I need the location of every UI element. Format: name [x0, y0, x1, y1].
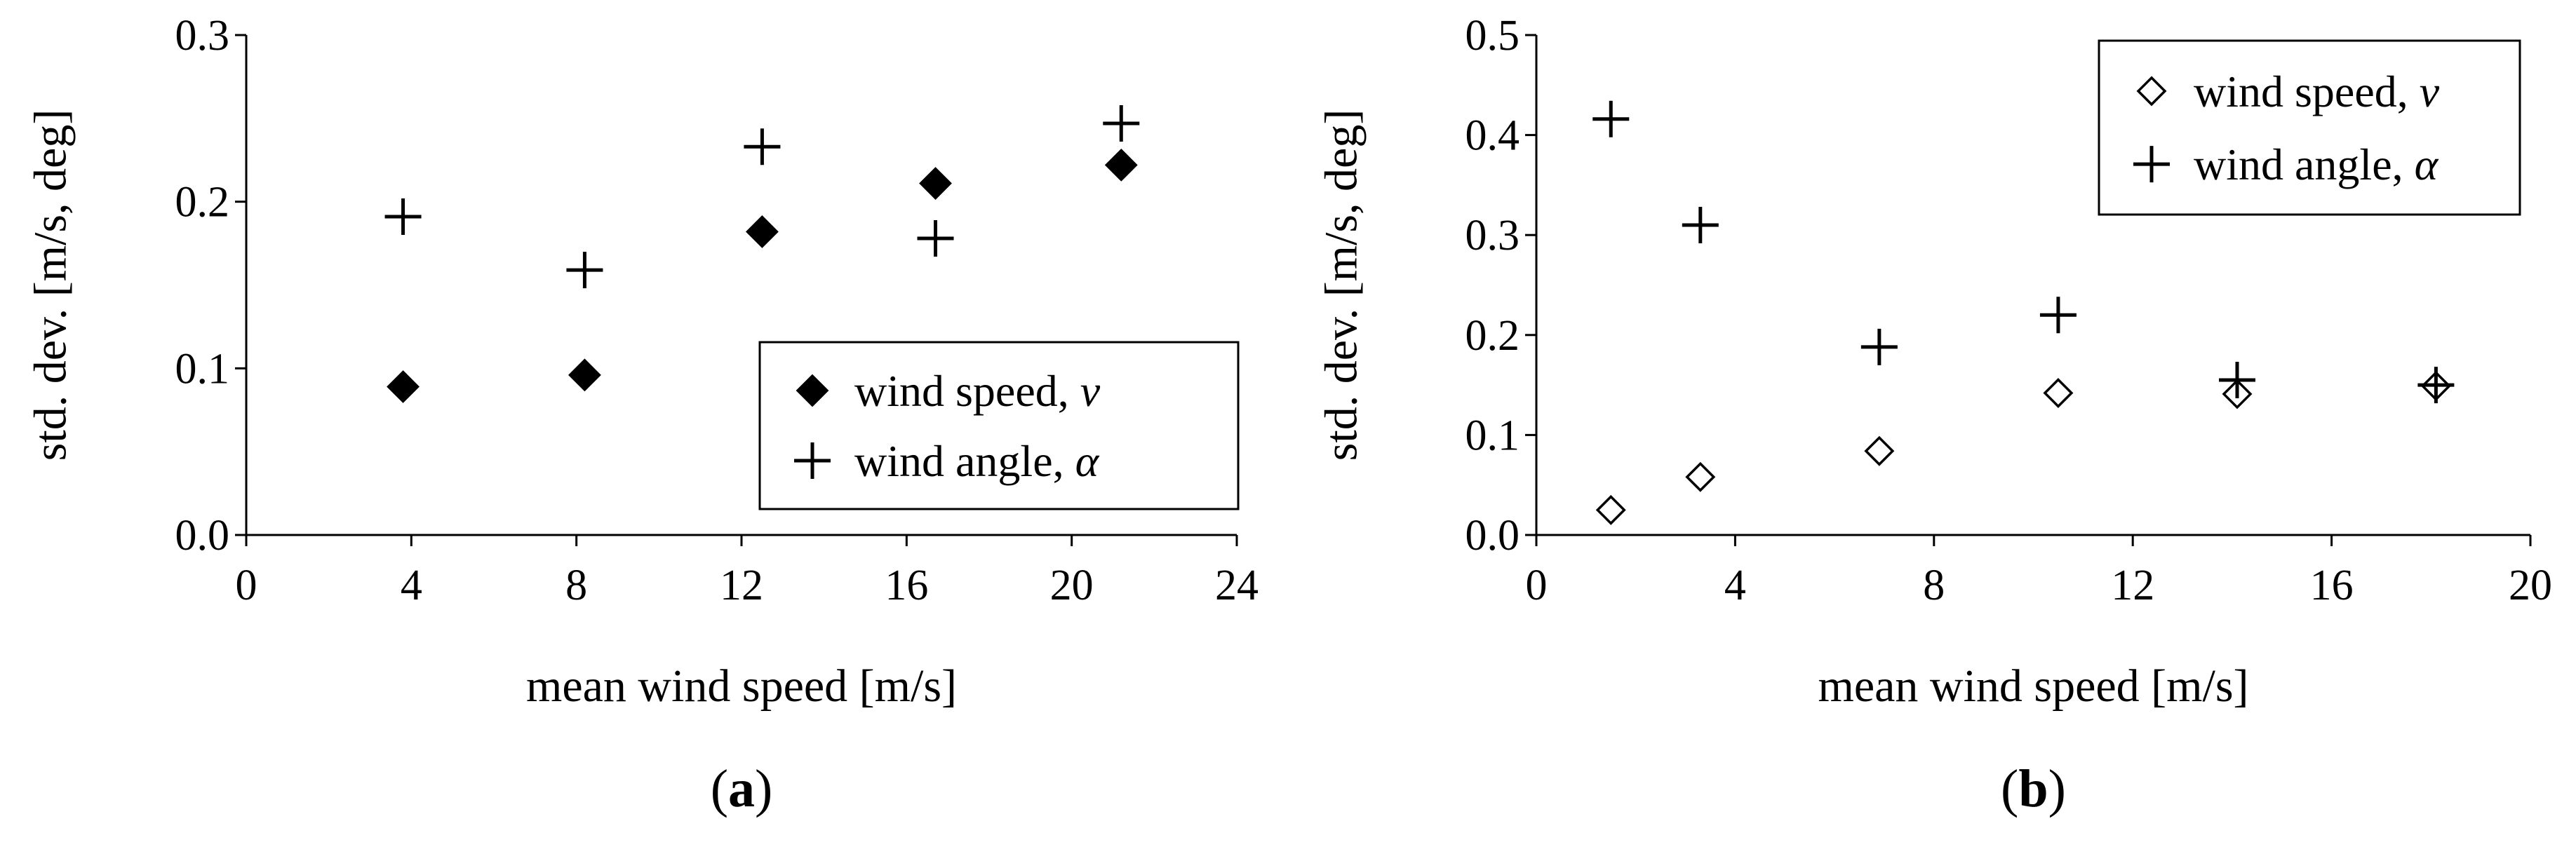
data-point	[568, 358, 601, 392]
series-wind-angle	[384, 104, 1140, 289]
legend-marker	[2133, 146, 2170, 183]
x-tick-label: 4	[401, 562, 422, 609]
y-tick-label: 0.2	[1465, 312, 1520, 360]
data-point	[384, 198, 422, 236]
y-tick-label: 0.1	[1465, 412, 1520, 459]
panel-label: (b)	[2001, 759, 2066, 818]
series-wind-speed	[1595, 371, 2451, 525]
legend-entry: wind speed, v	[854, 366, 1101, 416]
legend-box	[758, 341, 1240, 510]
data-point	[2218, 361, 2255, 398]
y-axis-label: std. dev. [m/s, deg]	[25, 109, 76, 461]
data-point	[1595, 494, 1626, 525]
y-axis-label: std. dev. [m/s, deg]	[1316, 109, 1367, 461]
data-point	[1864, 435, 1895, 466]
x-tick-label: 4	[1724, 562, 1746, 609]
legend-entry: wind angle, α	[2194, 140, 2439, 189]
legend-marker	[796, 374, 829, 407]
y-tick-label: 0.3	[1465, 212, 1520, 259]
y-tick-label: 0.3	[175, 12, 230, 60]
series-wind-angle	[1592, 100, 2455, 404]
data-point	[1104, 148, 1138, 182]
legend: wind speed, v wind angle, α	[2098, 39, 2521, 216]
x-tick-label: 20	[2509, 562, 2552, 609]
data-point	[1682, 206, 1719, 243]
data-point	[917, 219, 954, 257]
data-point	[2043, 378, 2074, 408]
legend: wind speed, v wind angle, α	[758, 341, 1240, 510]
legend-marker	[794, 442, 831, 479]
x-axis-label: mean wind speed [m/s]	[526, 660, 957, 712]
data-point	[746, 215, 779, 248]
data-point	[919, 167, 952, 200]
chart-panel-b: 0 4 8 12 16 20 0.0 0.1 0.2 0.3 0.4 0.5 mean wind spe…	[1316, 12, 2553, 818]
y-tick-label: 0.0	[1465, 512, 1520, 560]
data-point	[2039, 297, 2077, 334]
data-point	[1860, 328, 1898, 365]
x-tick-label: 12	[720, 562, 763, 609]
x-tick-label: 8	[1923, 562, 1945, 609]
data-point	[387, 370, 420, 403]
y-tick-label: 0.1	[175, 345, 230, 393]
legend-marker	[2136, 76, 2167, 107]
data-point	[1592, 100, 1630, 137]
panel-label: (a)	[711, 759, 773, 818]
x-tick-label: 8	[565, 562, 587, 609]
y-tick-label: 0.0	[175, 512, 230, 560]
data-point	[1103, 104, 1140, 142]
x-tick-label: 16	[2310, 562, 2354, 609]
x-tick-label: 20	[1050, 562, 1094, 609]
series-wind-speed	[387, 148, 1138, 403]
x-tick-label: 12	[2111, 562, 2154, 609]
data-point	[566, 252, 603, 289]
legend-entry: wind angle, α	[854, 436, 1100, 486]
legend-entry: wind speed, v	[2194, 67, 2440, 116]
y-tick-label: 0.2	[175, 179, 230, 226]
y-tick-label: 0.5	[1465, 12, 1520, 60]
x-tick-label: 24	[1215, 562, 1259, 609]
data-point	[1685, 461, 1716, 492]
x-tick-label: 16	[885, 562, 928, 609]
chart-panel-a: 0 4 8 12 16 20 24 0.0 0.1 0.2 0.3 mean wind speed […	[25, 12, 1259, 818]
legend-box	[2098, 39, 2521, 216]
y-tick-label: 0.4	[1465, 112, 1520, 160]
data-point	[744, 128, 781, 165]
x-tick-label: 0	[1526, 562, 1548, 609]
x-tick-label: 0	[236, 562, 257, 609]
data-point	[2417, 367, 2455, 404]
x-axis-label: mean wind speed [m/s]	[1818, 660, 2248, 712]
